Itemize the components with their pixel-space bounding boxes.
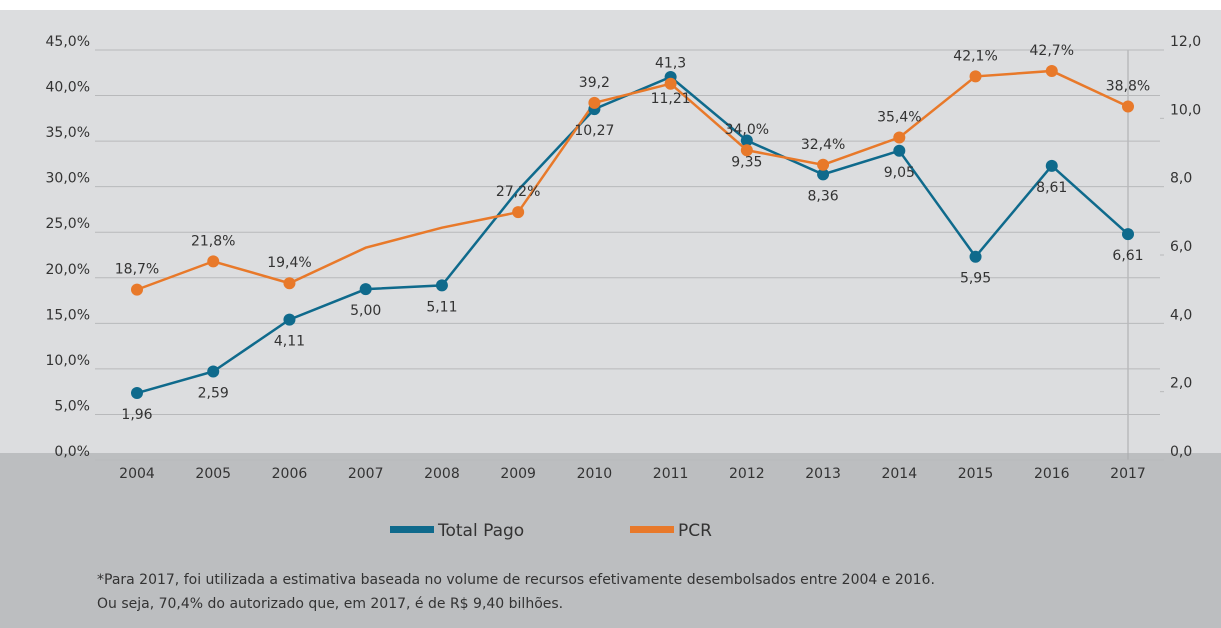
point [1122,228,1134,241]
data-label: 6,61 [1112,248,1143,264]
point [588,96,601,109]
data-label: 42,7% [1030,43,1074,59]
y2-tick-label: 2,0 [1170,376,1192,392]
point [435,279,448,292]
point [1045,159,1058,172]
data-label: 10,27 [574,123,614,139]
point [207,365,220,378]
data-label: 39,2 [579,75,610,91]
x-tick-label: 2009 [500,466,536,482]
legend-swatch [630,526,674,533]
y-tick-label: 30,0% [46,171,90,187]
data-label: 38,8% [1106,78,1150,94]
data-label: 19,4% [267,255,311,271]
y-tick-label: 25,0% [46,216,90,232]
data-label: 32,4% [801,137,845,153]
x-tick-label: 2014 [881,466,917,482]
data-label: 5,95 [960,271,991,287]
data-label: 34,0% [725,122,769,138]
data-label: 8,61 [1036,180,1067,196]
data-label: 8,36 [807,188,838,204]
x-tick-label: 2008 [424,466,460,482]
x-tick-label: 2015 [958,466,994,482]
point [817,158,830,171]
y-tick-label: 35,0% [46,125,90,141]
plot-background [0,10,1221,453]
y2-tick-label: 12,0 [1170,34,1201,50]
data-label: 1,96 [121,407,152,423]
point [207,255,220,268]
data-label: 2,59 [198,386,229,402]
x-tick-label: 2012 [729,466,765,482]
x-tick-label: 2017 [1110,466,1146,482]
point [1045,64,1058,77]
x-tick-label: 2007 [348,466,384,482]
point [359,283,372,296]
data-label: 41,3 [655,56,686,72]
x-tick-label: 2011 [653,466,689,482]
point [817,168,830,181]
y2-tick-label: 6,0 [1170,239,1192,255]
point [893,131,906,144]
y-tick-label: 5,0% [54,398,90,414]
x-tick-label: 2005 [195,466,231,482]
y-tick-label: 0,0% [54,444,90,460]
point [1122,100,1134,113]
footnote: *Para 2017, foi utilizada a estimativa b… [97,572,935,588]
point [740,144,753,157]
point [131,387,143,400]
y2-tick-label: 10,0 [1170,102,1201,118]
x-tick-label: 2010 [577,466,613,482]
legend-swatch [390,526,434,533]
point [131,283,143,296]
point [512,206,525,219]
data-label: 9,35 [731,155,762,171]
y-tick-label: 40,0% [46,80,90,96]
y-tick-label: 20,0% [46,262,90,278]
footnote: Ou seja, 70,4% do autorizado que, em 201… [97,596,563,612]
y2-tick-label: 8,0 [1170,171,1192,187]
point [664,77,677,90]
x-tick-label: 2006 [272,466,308,482]
x-tick-label: 2004 [119,466,155,482]
x-tick-label: 2016 [1034,466,1070,482]
point [969,70,982,83]
point [969,250,982,263]
point [283,277,296,290]
legend-label: Total Pago [437,521,524,541]
point [283,313,296,326]
data-label: 4,11 [274,334,305,350]
y2-tick-label: 4,0 [1170,307,1192,323]
point [893,144,906,157]
data-label: 27,2% [496,184,540,200]
data-label: 9,05 [884,165,915,181]
data-label: 11,21 [651,91,691,107]
data-label: 5,11 [426,299,457,315]
y-tick-label: 10,0% [46,353,90,369]
footer-background [0,453,1221,628]
data-label: 21,8% [191,233,235,249]
point [740,134,753,147]
y-tick-label: 15,0% [46,307,90,323]
series-line [136,69,1129,291]
y2-tick-label: 0,0 [1170,444,1192,460]
data-label: 5,00 [350,303,381,319]
data-label: 42,1% [953,48,997,64]
data-label: 35,4% [877,109,921,125]
legend-label: PCR [678,521,712,541]
data-label: 18,7% [115,262,159,278]
y-tick-label: 45,0% [46,34,90,50]
x-tick-label: 2013 [805,466,841,482]
